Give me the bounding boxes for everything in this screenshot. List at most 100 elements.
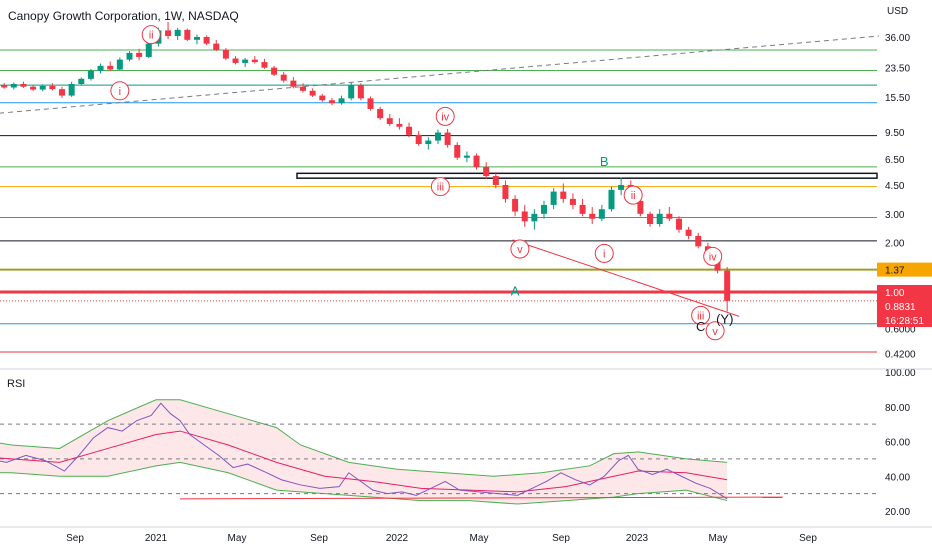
candle-28 [232, 56, 239, 65]
candle-body [39, 85, 46, 90]
price-tick-label: 0.6000 [885, 324, 916, 335]
wave-text: iii [437, 182, 444, 194]
candle-body [136, 52, 143, 57]
wave-label-8: iv [703, 246, 723, 266]
candle-body [357, 85, 364, 99]
candle-21 [165, 21, 172, 40]
candle-body [145, 43, 152, 57]
candle-7 [30, 85, 37, 91]
candle-body [502, 184, 509, 199]
candle-body [87, 70, 94, 79]
candle-body [685, 229, 692, 236]
candle-body [174, 29, 181, 37]
candle-body [637, 200, 644, 214]
candle-body [251, 59, 258, 63]
candle-body [367, 98, 374, 109]
candle-body [454, 144, 461, 158]
wave-label-2: iv [435, 106, 455, 126]
candle-39 [338, 95, 345, 105]
rsi-band-lower [0, 461, 728, 505]
candle-60 [541, 200, 548, 219]
price-badge-0: 1.37 [877, 262, 932, 277]
rsi-line [0, 402, 728, 500]
candle-51 [454, 142, 461, 160]
candle-67 [608, 186, 615, 212]
candle-31 [261, 58, 268, 69]
chart-title: Canopy Growth Corporation, 1W, NASDAQ [8, 9, 239, 23]
candle-body [425, 140, 432, 145]
price-tick-label: 6.50 [885, 155, 905, 166]
candle-body [463, 155, 470, 158]
price-badge-text: 1.37 [885, 266, 905, 277]
candle-30 [251, 56, 258, 64]
candle-body [473, 155, 480, 167]
candle-29 [242, 58, 249, 68]
candle-body [569, 198, 576, 205]
candle-body [193, 37, 200, 40]
candle-66 [598, 204, 605, 222]
candle-59 [531, 209, 538, 230]
candle-46 [406, 122, 413, 138]
candle-9 [49, 83, 56, 91]
candle-body [290, 80, 297, 87]
candle-61 [550, 188, 557, 210]
candle-54 [483, 162, 490, 179]
candle-55 [492, 171, 499, 189]
candle-body [203, 37, 210, 44]
rsi-trendline [180, 496, 783, 500]
wave-circle [510, 239, 530, 259]
candle-body [521, 211, 528, 222]
wave-label-9: A [511, 284, 520, 299]
wave-circle [594, 243, 614, 263]
candle-37 [319, 93, 326, 102]
candle-35 [300, 83, 307, 93]
candle-40 [348, 82, 355, 101]
candle-body [271, 67, 278, 75]
candle-70 [637, 198, 644, 217]
candle-52 [463, 151, 470, 163]
candle-72 [656, 209, 663, 227]
horizontal-levels [0, 49, 877, 353]
candle-body [598, 209, 605, 219]
time-tick-label: 2023 [626, 533, 649, 544]
wave-text: v [517, 244, 523, 256]
currency-label: USD [887, 6, 909, 17]
candle-body [328, 100, 335, 104]
price-badge-bg [877, 285, 932, 299]
rsi-tick-label: 100.00 [885, 368, 916, 379]
candle-body [319, 95, 326, 101]
candle-body [608, 189, 615, 210]
wave-text: ii [149, 30, 154, 42]
wave-text: (Y) [716, 311, 733, 326]
candle-body [589, 213, 596, 219]
wave-text: B [600, 154, 609, 169]
wave-text: iv [709, 251, 717, 263]
rsi-pane-label: RSI [7, 378, 26, 390]
zone-box-group [296, 172, 878, 179]
wave-circle [623, 185, 643, 205]
candle-body [10, 83, 17, 88]
time-tick-label: May [470, 533, 489, 544]
candle-body [30, 86, 37, 90]
candle-4 [1, 82, 8, 89]
price-badge-text: 16:28:51 [885, 316, 924, 327]
wave-label-4: v [510, 239, 530, 259]
rsi-band-fill [0, 399, 728, 505]
time-tick-label: Sep [799, 533, 817, 544]
candle-body [309, 90, 316, 96]
candle-body [695, 235, 702, 247]
wave-text: iv [441, 111, 449, 123]
candle-5 [10, 82, 17, 90]
candle-57 [512, 195, 519, 217]
price-tick-label: 9.50 [885, 128, 905, 139]
candle-body [107, 65, 114, 70]
wave-text: i [603, 248, 605, 260]
candle-body [261, 62, 268, 68]
price-tick-label: 2.00 [885, 239, 905, 250]
wave-text: i [119, 86, 121, 98]
candle-body [222, 49, 229, 59]
candle-body [184, 29, 191, 40]
rsi-tick-label: 20.00 [885, 507, 910, 518]
candle-64 [579, 198, 586, 217]
